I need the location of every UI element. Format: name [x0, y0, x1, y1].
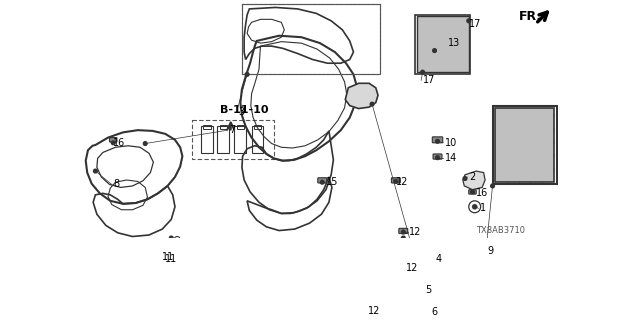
Circle shape [111, 141, 115, 145]
Bar [431, 42, 441, 51]
FancyBboxPatch shape [468, 190, 476, 194]
Bar [234, 126, 246, 153]
Text: 5: 5 [426, 285, 432, 295]
Text: 1: 1 [480, 203, 486, 213]
Bar [508, 109, 518, 121]
Text: 11: 11 [165, 254, 177, 264]
Circle shape [491, 184, 495, 188]
FancyBboxPatch shape [318, 178, 326, 183]
Text: 3: 3 [238, 107, 244, 116]
FancyBboxPatch shape [433, 154, 442, 159]
Circle shape [401, 236, 405, 240]
Bar [496, 136, 506, 147]
Circle shape [361, 307, 365, 310]
Text: 4: 4 [435, 254, 442, 264]
Bar [204, 125, 211, 129]
Circle shape [370, 102, 374, 106]
Text: 17: 17 [422, 75, 435, 85]
Circle shape [321, 180, 324, 184]
FancyBboxPatch shape [397, 264, 406, 269]
Circle shape [467, 19, 470, 23]
Text: 12: 12 [409, 227, 422, 237]
Text: 11: 11 [163, 252, 175, 261]
Bar [252, 126, 264, 153]
Bar [495, 108, 554, 182]
Bar [520, 109, 530, 121]
FancyBboxPatch shape [399, 228, 408, 234]
Text: 17: 17 [468, 19, 481, 29]
FancyBboxPatch shape [392, 178, 401, 183]
Bar [520, 123, 530, 134]
Text: 6: 6 [431, 308, 438, 317]
Circle shape [420, 70, 424, 74]
Bar [532, 136, 541, 147]
Bar [418, 18, 429, 28]
Bar [242, 4, 380, 74]
Bar [415, 15, 470, 74]
Text: 9: 9 [487, 246, 493, 256]
Bar [493, 106, 557, 184]
FancyBboxPatch shape [358, 307, 367, 312]
Circle shape [400, 264, 404, 268]
Bar [508, 136, 518, 147]
Bar [254, 125, 261, 129]
Bar [431, 30, 441, 39]
Bar [520, 136, 530, 147]
Circle shape [245, 73, 249, 76]
Text: 10: 10 [445, 138, 457, 148]
Bar [532, 149, 541, 161]
Bar [418, 30, 429, 39]
Text: 12: 12 [406, 263, 418, 273]
Bar [444, 18, 454, 28]
Bar [418, 42, 429, 51]
Polygon shape [346, 83, 378, 108]
Bar [496, 123, 506, 134]
Circle shape [401, 230, 405, 234]
Bar [218, 126, 229, 153]
Bar [508, 123, 518, 134]
Text: 16: 16 [476, 188, 488, 198]
Text: TX8AB3710: TX8AB3710 [476, 226, 525, 235]
Bar [201, 126, 213, 153]
Bar [192, 121, 274, 159]
Text: B-11-10: B-11-10 [220, 105, 268, 115]
Bar [520, 149, 530, 161]
Bar [496, 149, 506, 161]
Circle shape [401, 270, 405, 273]
Text: 7: 7 [229, 125, 236, 135]
Circle shape [170, 236, 173, 240]
Text: 2: 2 [468, 172, 475, 182]
Circle shape [463, 177, 467, 180]
Bar [220, 125, 227, 129]
Circle shape [472, 204, 477, 210]
Text: 12: 12 [396, 177, 408, 187]
Circle shape [470, 190, 474, 194]
Text: FR.: FR. [519, 10, 543, 23]
Circle shape [433, 49, 436, 52]
Text: 15: 15 [326, 177, 339, 187]
Circle shape [436, 140, 440, 143]
Bar [532, 109, 541, 121]
Bar [508, 149, 518, 161]
Text: 14: 14 [445, 153, 457, 163]
Circle shape [394, 180, 397, 183]
FancyBboxPatch shape [109, 138, 117, 142]
Circle shape [143, 142, 147, 145]
Bar [444, 42, 454, 51]
Text: 16: 16 [113, 138, 125, 148]
Text: 12: 12 [369, 306, 381, 316]
Bar [417, 16, 468, 72]
Bar [496, 109, 506, 121]
FancyBboxPatch shape [432, 137, 443, 143]
Bar [532, 123, 541, 134]
Text: 13: 13 [448, 38, 460, 48]
Circle shape [473, 205, 477, 209]
Circle shape [93, 169, 97, 173]
Bar [444, 30, 454, 39]
Bar [237, 125, 244, 129]
Polygon shape [463, 171, 485, 190]
Circle shape [436, 156, 440, 160]
Bar [431, 18, 441, 28]
Text: 8: 8 [113, 180, 120, 189]
